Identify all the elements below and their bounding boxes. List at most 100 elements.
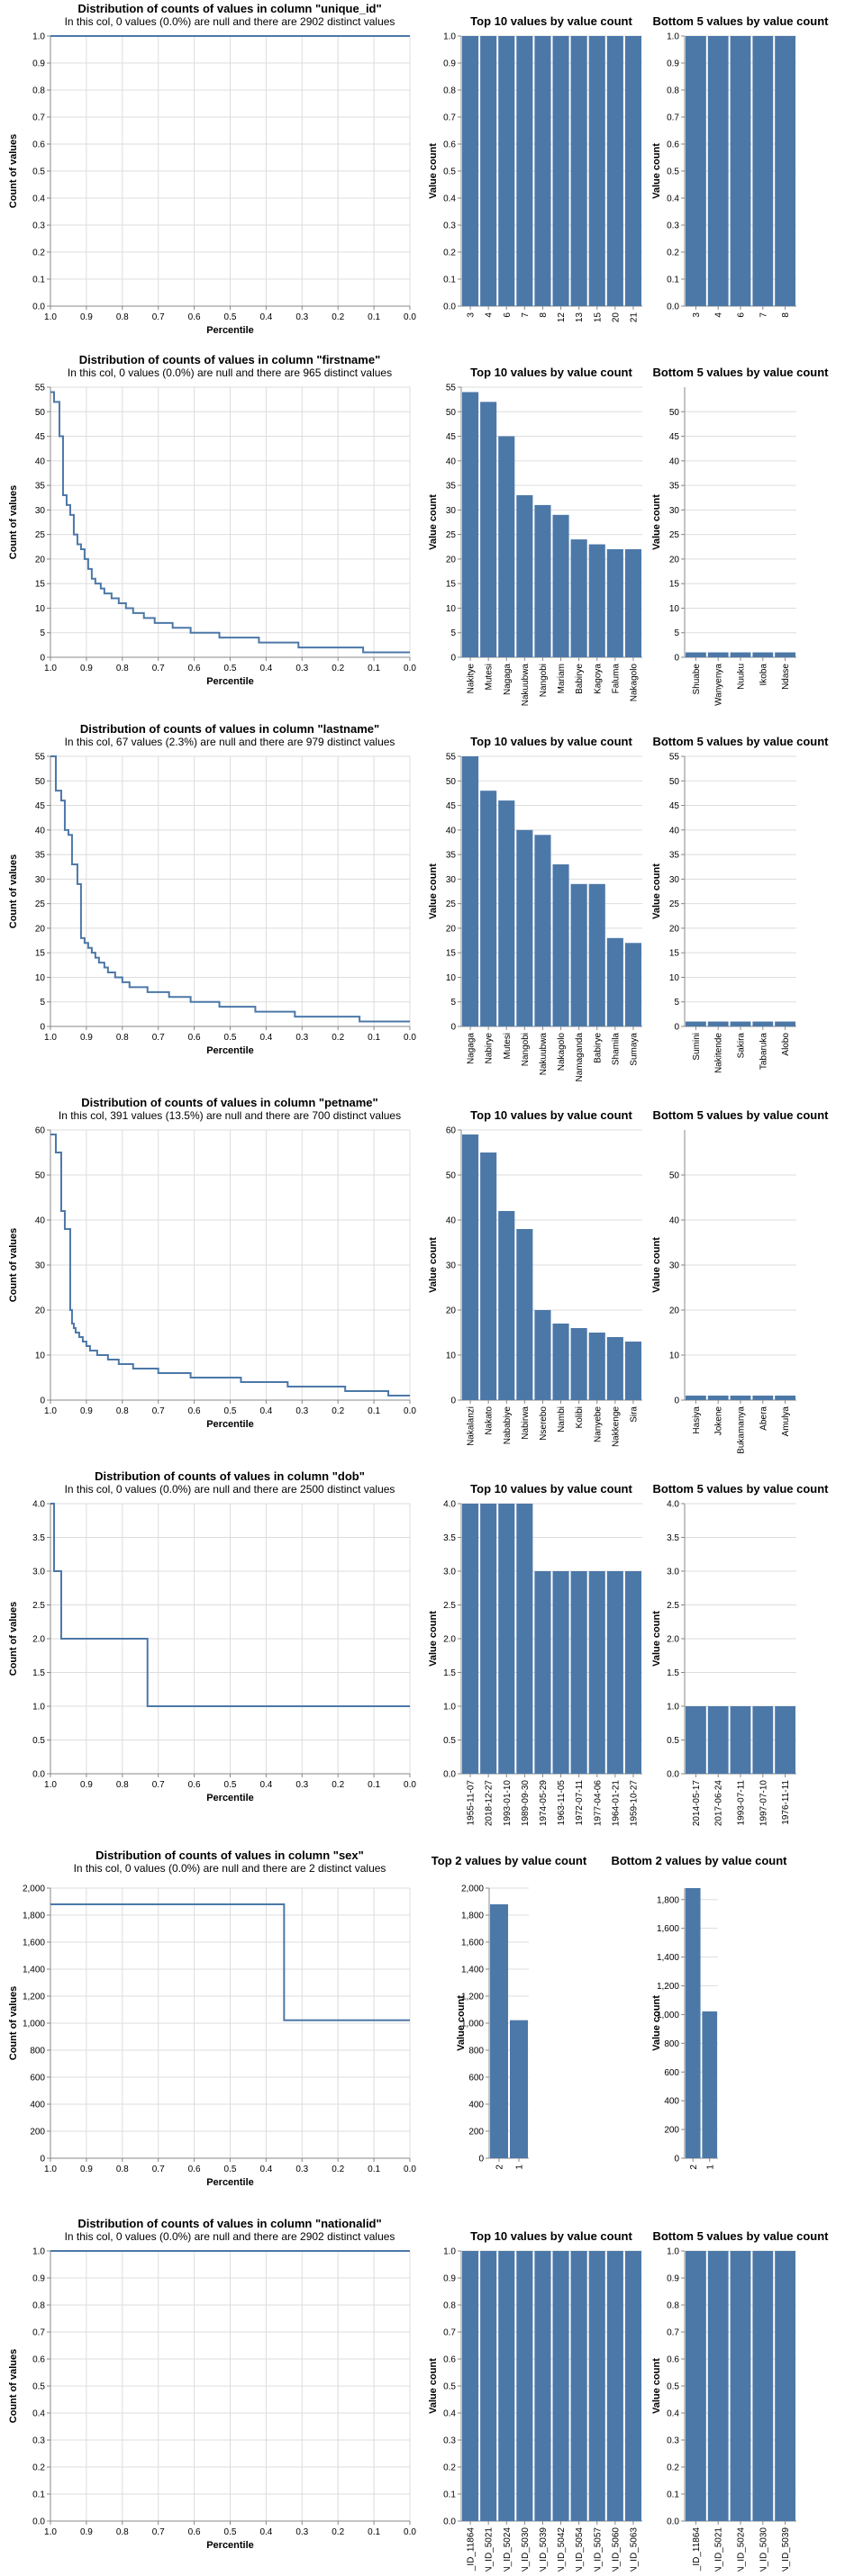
- bar: [480, 2251, 497, 2521]
- y-tick-label: 50: [669, 1171, 680, 1181]
- y-tick-label: 0: [450, 1396, 456, 1406]
- y-tick-label: 0.5: [667, 167, 679, 177]
- category-label: Nangobi: [521, 1033, 531, 1066]
- category-label: Shuabe: [692, 664, 702, 695]
- category-label: Nabirye: [485, 1033, 495, 1064]
- category-label: N_ID_5042: [557, 2527, 567, 2571]
- y-tick-label: 0.5: [32, 1736, 45, 1746]
- category-label: Bukamanya: [737, 1406, 747, 1454]
- bar: [707, 1706, 729, 1774]
- y-tick-label: 10: [35, 604, 46, 614]
- y-tick-label: 5: [450, 998, 456, 1008]
- x-tick-label: 0.7: [152, 2527, 165, 2537]
- bar: [707, 1021, 729, 1026]
- bar: [624, 549, 641, 657]
- y-tick-label: 2.5: [443, 1601, 456, 1611]
- y-tick-label: 1.0: [667, 2247, 679, 2257]
- y-tick-label: 40: [446, 826, 457, 836]
- category-label: N_ID_11864: [467, 2527, 477, 2571]
- y-axis-title: Count of values: [8, 134, 19, 209]
- x-tick-label: 0.1: [368, 2165, 380, 2174]
- y-tick-label: 0.1: [667, 2490, 679, 2500]
- x-tick-label: 0.0: [404, 2527, 416, 2537]
- category-label: Faluma: [611, 664, 621, 694]
- chart-title: Distribution of counts of values in colu…: [79, 353, 380, 366]
- y-tick-label: 10: [35, 1351, 46, 1361]
- y-tick-label: 30: [35, 875, 46, 885]
- chart-row-firstname: Distribution of counts of values in colu…: [8, 353, 829, 706]
- y-tick-label: 10: [669, 973, 680, 983]
- y-tick-label: 0.2: [667, 249, 679, 258]
- y-tick-label: 0.6: [667, 2355, 679, 2365]
- y-tick-label: 0.3: [667, 2436, 679, 2446]
- bar: [570, 883, 587, 1026]
- category-label: Nakitende: [714, 1033, 724, 1073]
- y-tick-label: 30: [446, 1261, 457, 1271]
- bar: [498, 436, 515, 657]
- y-axis-title: Value count: [428, 1611, 439, 1667]
- category-label: 7: [759, 312, 768, 318]
- y-axis-title: Value count: [456, 1995, 467, 2051]
- bar: [510, 2020, 528, 2158]
- y-axis-title: Value count: [651, 2358, 662, 2414]
- category-label: 8: [781, 312, 791, 318]
- x-tick-label: 0.5: [224, 2527, 237, 2537]
- y-tick-label: 1,600: [23, 1939, 45, 1948]
- category-label: 1977-04-06: [593, 1780, 603, 1827]
- y-tick-label: 0.1: [32, 276, 45, 285]
- y-tick-label: 1,200: [23, 1993, 45, 2002]
- bar: [686, 652, 706, 657]
- x-tick-label: 0.8: [116, 2527, 129, 2537]
- y-tick-label: 0.3: [32, 221, 45, 231]
- category-label: 3: [692, 312, 702, 318]
- bar: [686, 1396, 706, 1400]
- bar: [775, 36, 795, 306]
- bar: [480, 402, 497, 657]
- x-tick-label: 1.0: [44, 1033, 57, 1043]
- bar: [752, 1706, 774, 1774]
- x-tick-label: 0.0: [404, 312, 416, 322]
- y-tick-label: 55: [446, 384, 457, 393]
- y-tick-label: 40: [35, 826, 46, 836]
- bar: [534, 36, 551, 306]
- category-label: Nangobi: [539, 664, 549, 697]
- y-tick-label: 0.7: [667, 113, 679, 123]
- y-tick-label: 40: [669, 456, 680, 466]
- category-label: N_ID_5021: [485, 2527, 495, 2571]
- y-tick-label: 800: [30, 2047, 45, 2056]
- x-tick-label: 0.4: [259, 664, 272, 673]
- bar: [730, 652, 751, 657]
- chart-subtitle: In this col, 0 values (0.0%) are null an…: [68, 366, 392, 379]
- y-tick-label: 15: [446, 949, 457, 959]
- y-tick-label: 0.2: [443, 249, 456, 258]
- chart-title: Top 10 values by value count: [470, 1482, 632, 1496]
- y-tick-label: 20: [35, 555, 46, 565]
- y-tick-label: 3.0: [667, 1568, 679, 1577]
- y-tick-label: 0.4: [443, 194, 456, 204]
- y-tick-label: 1.0: [667, 1703, 679, 1713]
- category-label: 1993-07-11: [737, 1780, 747, 1826]
- category-label: 1997-07-10: [759, 1780, 768, 1827]
- y-axis-title: Count of values: [8, 1986, 19, 2061]
- bar: [462, 392, 479, 657]
- bar: [730, 1706, 751, 1774]
- bar: [606, 1571, 623, 1774]
- category-label: 7: [521, 312, 531, 318]
- top-values-chart: Top 10 values by value count 0.0 0.1 0.2 0.3…: [428, 2229, 642, 2576]
- category-label: 1976-11-11: [781, 1780, 791, 1825]
- category-label: Nakkenge: [611, 1406, 621, 1447]
- y-tick-label: 20: [669, 924, 680, 934]
- bottom-values-chart: Bottom 5 values by value count 0.0 0.1 0.2 0…: [651, 14, 829, 318]
- category-label: 1955-11-07: [467, 1780, 477, 1826]
- chart-title: Top 2 values by value count: [432, 1854, 587, 1867]
- bar: [552, 36, 569, 306]
- bar: [752, 36, 774, 306]
- bar: [686, 1021, 706, 1026]
- category-label: Nagaga: [467, 1033, 477, 1064]
- y-tick-label: 0.5: [667, 2382, 679, 2392]
- x-tick-label: 0.7: [152, 1406, 165, 1416]
- category-label: Namaganda: [575, 1033, 585, 1082]
- y-tick-label: 50: [446, 777, 457, 787]
- category-label: 1972-07-11: [575, 1780, 585, 1826]
- bar: [552, 1324, 569, 1400]
